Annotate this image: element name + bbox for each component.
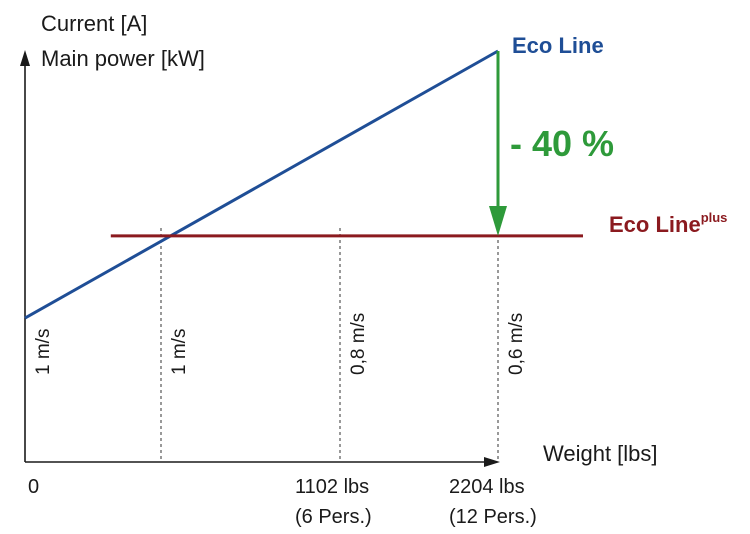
x-axis-title: Weight [lbs] [543, 441, 658, 466]
y-axis-title-line-2: Main power [kW] [41, 46, 205, 71]
speed-label-4: 0,6 m/s [506, 313, 527, 375]
series-eco-line [24, 49, 499, 320]
x-tick-0: 0 [28, 476, 39, 498]
series-label-eco-line-plus-main: Eco Line [609, 212, 701, 237]
savings-arrow-head [489, 205, 507, 236]
y-axis-title-line-1: Current [A] [41, 11, 147, 36]
x-tick-1102-line-2: (6 Pers.) [295, 506, 372, 528]
savings-annotation: - 40 % [510, 123, 614, 164]
x-axis-arrowhead [484, 457, 500, 467]
x-tick-2204-line-2: (12 Pers.) [449, 506, 537, 528]
y-axis-arrowhead [20, 50, 30, 66]
x-tick-2204-line-1: 2204 lbs [449, 476, 525, 498]
x-tick-1102-line-1: 1102 lbs [295, 476, 369, 498]
series-label-eco-line: Eco Line [512, 33, 604, 58]
speed-label-2: 1 m/s [169, 329, 190, 375]
series-label-eco-line-plus-sup: plus [701, 210, 728, 225]
series-label-eco-line-plus: Eco Lineplus [609, 210, 727, 237]
speed-label-1: 1 m/s [33, 329, 54, 375]
speed-label-3: 0,8 m/s [348, 313, 369, 375]
